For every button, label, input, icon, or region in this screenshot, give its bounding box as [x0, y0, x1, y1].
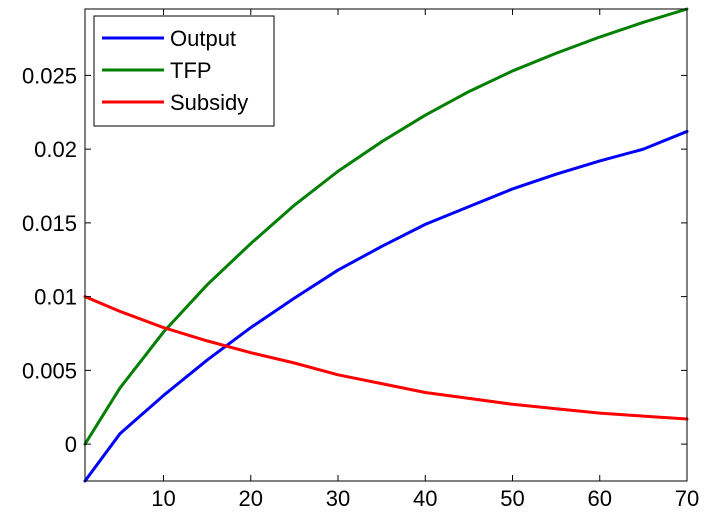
legend-label-tfp: TFP [170, 58, 212, 83]
x-tick-label: 20 [239, 486, 263, 511]
x-tick-label: 50 [500, 486, 524, 511]
y-tick-label: 0.025 [22, 63, 77, 88]
ticks-layer: 10 20 30 40 50 60 70 0 0.005 0.01 0.015 0.02 0.025 [22, 9, 699, 511]
series-layer [83, 7, 689, 483]
y-tick-label: 0.01 [34, 285, 77, 310]
x-tick-label: 40 [413, 486, 437, 511]
y-tick-label: 0 [65, 432, 77, 457]
series-line-tfp [83, 7, 689, 446]
x-tick-label: 70 [675, 486, 699, 511]
y-tick-label: 0.015 [22, 211, 77, 236]
legend-label-output: Output [170, 26, 236, 51]
x-tick-label: 60 [588, 486, 612, 511]
y-tick-label: 0.02 [34, 137, 77, 162]
x-tick-label: 10 [151, 486, 175, 511]
x-tick-label: 30 [326, 486, 350, 511]
series-line-output [83, 129, 689, 483]
plot-frame [84, 8, 688, 482]
series-line-subsidy [83, 295, 689, 421]
legend: Output TFP Subsidy [93, 15, 275, 127]
legend-label-subsidy: Subsidy [170, 90, 248, 115]
y-tick-label: 0.005 [22, 358, 77, 383]
